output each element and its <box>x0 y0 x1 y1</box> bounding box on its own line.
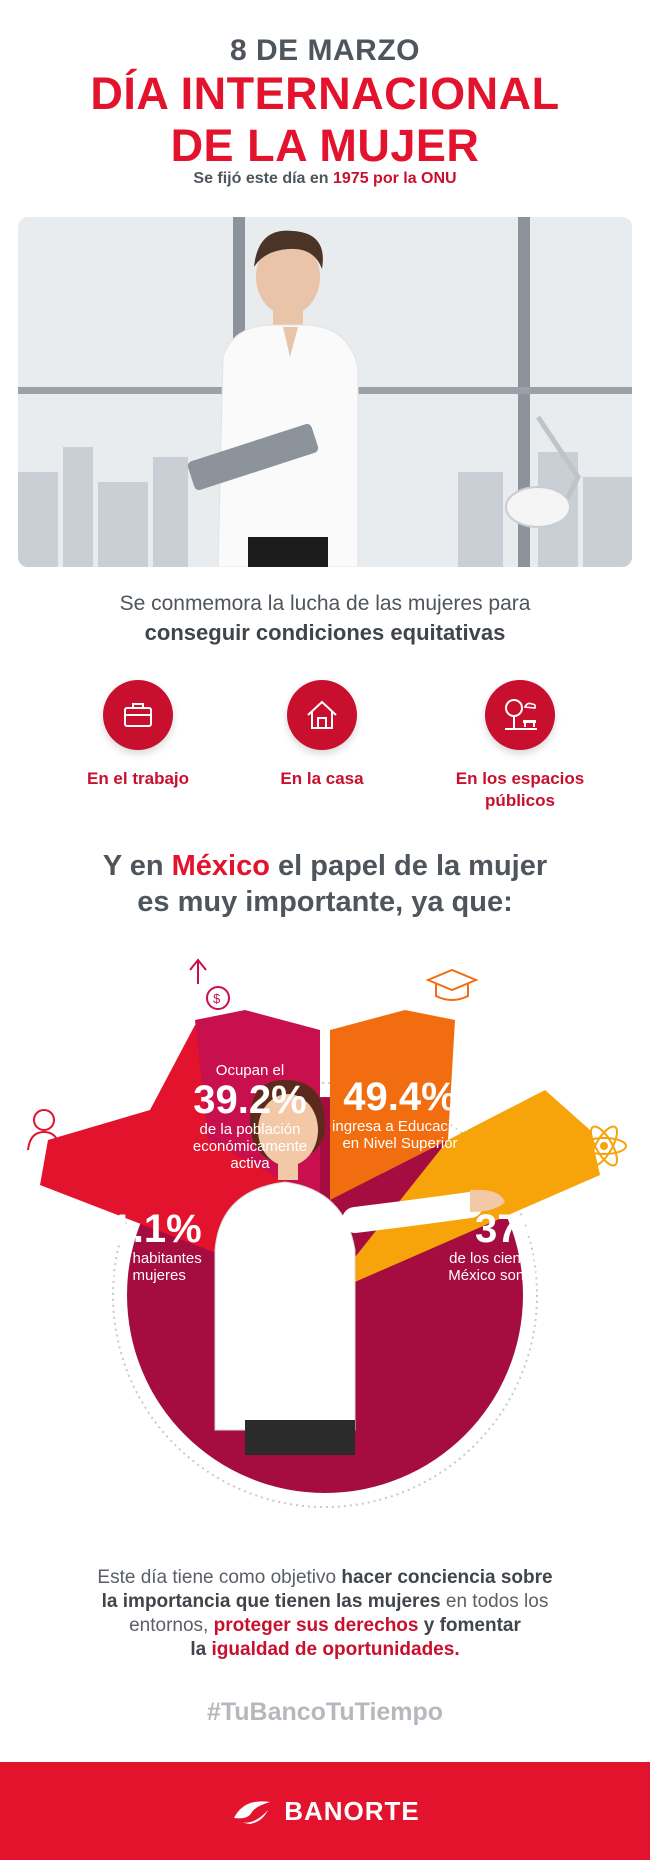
footer-bar: BANORTE <box>0 1762 650 1860</box>
category-public-spaces: En los espacios públicos <box>430 680 610 812</box>
closing-highlight: igualdad de oportunidades. <box>211 1639 460 1660</box>
stat-line: son mujeres <box>104 1267 186 1284</box>
graduation-cap-icon <box>425 968 479 1001</box>
closing-bold: la <box>190 1639 207 1660</box>
category-label-line-2: públicos <box>485 791 555 810</box>
mexico-highlight: México <box>171 850 270 882</box>
mexico-post: el papel de la mujer <box>278 850 548 882</box>
stat-poblacion: Ocupan el 39.2% de la población económic… <box>180 1062 320 1172</box>
category-label: En los espacios públicos <box>430 768 610 812</box>
intro-text: Se conmemora la lucha de las mujeres par… <box>119 592 531 615</box>
closing-text: en todos los <box>445 1591 549 1612</box>
stat-line: de los habitantes <box>88 1250 202 1267</box>
category-label: En el trabajo <box>86 769 190 788</box>
closing-bold: hacer conciencia sobre <box>341 1567 553 1588</box>
subtitle-highlight: 1975 por la ONU <box>333 170 457 187</box>
category-label-line-1: En los espacios <box>455 769 585 788</box>
category-work: En el trabajo <box>48 680 228 790</box>
brand-name: BANORTE <box>284 1795 420 1826</box>
briefcase-icon <box>103 680 173 750</box>
title-line-2: DE LA MUJER <box>170 120 480 171</box>
stat-line: económicamente <box>192 1138 308 1155</box>
stat-value: 51.1% <box>88 1207 202 1251</box>
stat-habitantes: 51.1% de los habitantes son mujeres <box>60 1208 230 1284</box>
title-line-1: DÍA INTERNACIONAL <box>90 68 560 119</box>
park-icon <box>485 680 555 750</box>
stat-line: activa <box>230 1155 270 1172</box>
hero-photo <box>18 217 632 567</box>
stat-cientificos: 37% de los científicos en México son muj… <box>430 1208 600 1284</box>
stat-value: 39.2% <box>193 1078 307 1122</box>
mexico-heading: Y en México el papel de la mujer es muy … <box>0 848 650 920</box>
stat-prefix: Ocupan el <box>215 1062 285 1079</box>
hashtag: #TuBancoTuTiempo <box>206 1698 444 1726</box>
page-title: DÍA INTERNACIONAL DE LA MUJER <box>0 68 650 172</box>
woman-figure-illustration <box>214 1080 505 1455</box>
subtitle-prefix: Se fijó este día en <box>193 170 329 187</box>
stat-line: ingresa a Educación <box>332 1118 468 1135</box>
stat-line: México son mujeres <box>448 1267 582 1284</box>
intro-bold-text: conseguir condiciones equitativas <box>144 620 506 645</box>
svg-text:$: $ <box>213 991 221 1006</box>
closing-highlight: proteger sus derechos <box>213 1615 419 1636</box>
dotted-ring <box>112 1082 538 1508</box>
house-icon <box>287 680 357 750</box>
closing-paragraph: Este día tiene como objetivo hacer conci… <box>0 1566 650 1662</box>
closing-bold: y fomentar <box>423 1615 521 1636</box>
category-label: En la casa <box>280 769 364 788</box>
closing-bold: la importancia que tienen las mujeres <box>101 1591 441 1612</box>
event-date: 8 DE MARZO <box>229 34 420 67</box>
office-scene-illustration <box>18 217 632 567</box>
stats-infographic: $ <box>27 958 627 1508</box>
subtitle: Se fijó este día en 1975 por la ONU <box>0 170 650 188</box>
segment-cientificos <box>325 1090 600 1295</box>
money-growth-icon: $ <box>189 958 230 1010</box>
closing-text: Este día tiene como objetivo <box>97 1567 337 1588</box>
mexico-line-2: es muy importante, ya que: <box>137 886 513 918</box>
mexico-pre: Y en <box>102 850 164 882</box>
category-home: En la casa <box>232 680 412 790</box>
stat-value: 37% <box>474 1207 556 1251</box>
stat-line: en Nivel Superior <box>342 1135 458 1152</box>
banorte-logo-icon <box>234 1801 271 1824</box>
segment-educacion <box>330 1010 455 1200</box>
stat-line: de la población <box>199 1121 301 1138</box>
atom-icon <box>581 1125 627 1167</box>
closing-text: entornos, <box>129 1615 209 1636</box>
stat-line: de los científicos en <box>449 1250 581 1267</box>
woman-icon <box>27 1109 61 1151</box>
stat-educacion: 49.4% ingresa a Educación en Nivel Super… <box>330 1076 470 1152</box>
stat-value: 49.4% <box>343 1075 457 1119</box>
